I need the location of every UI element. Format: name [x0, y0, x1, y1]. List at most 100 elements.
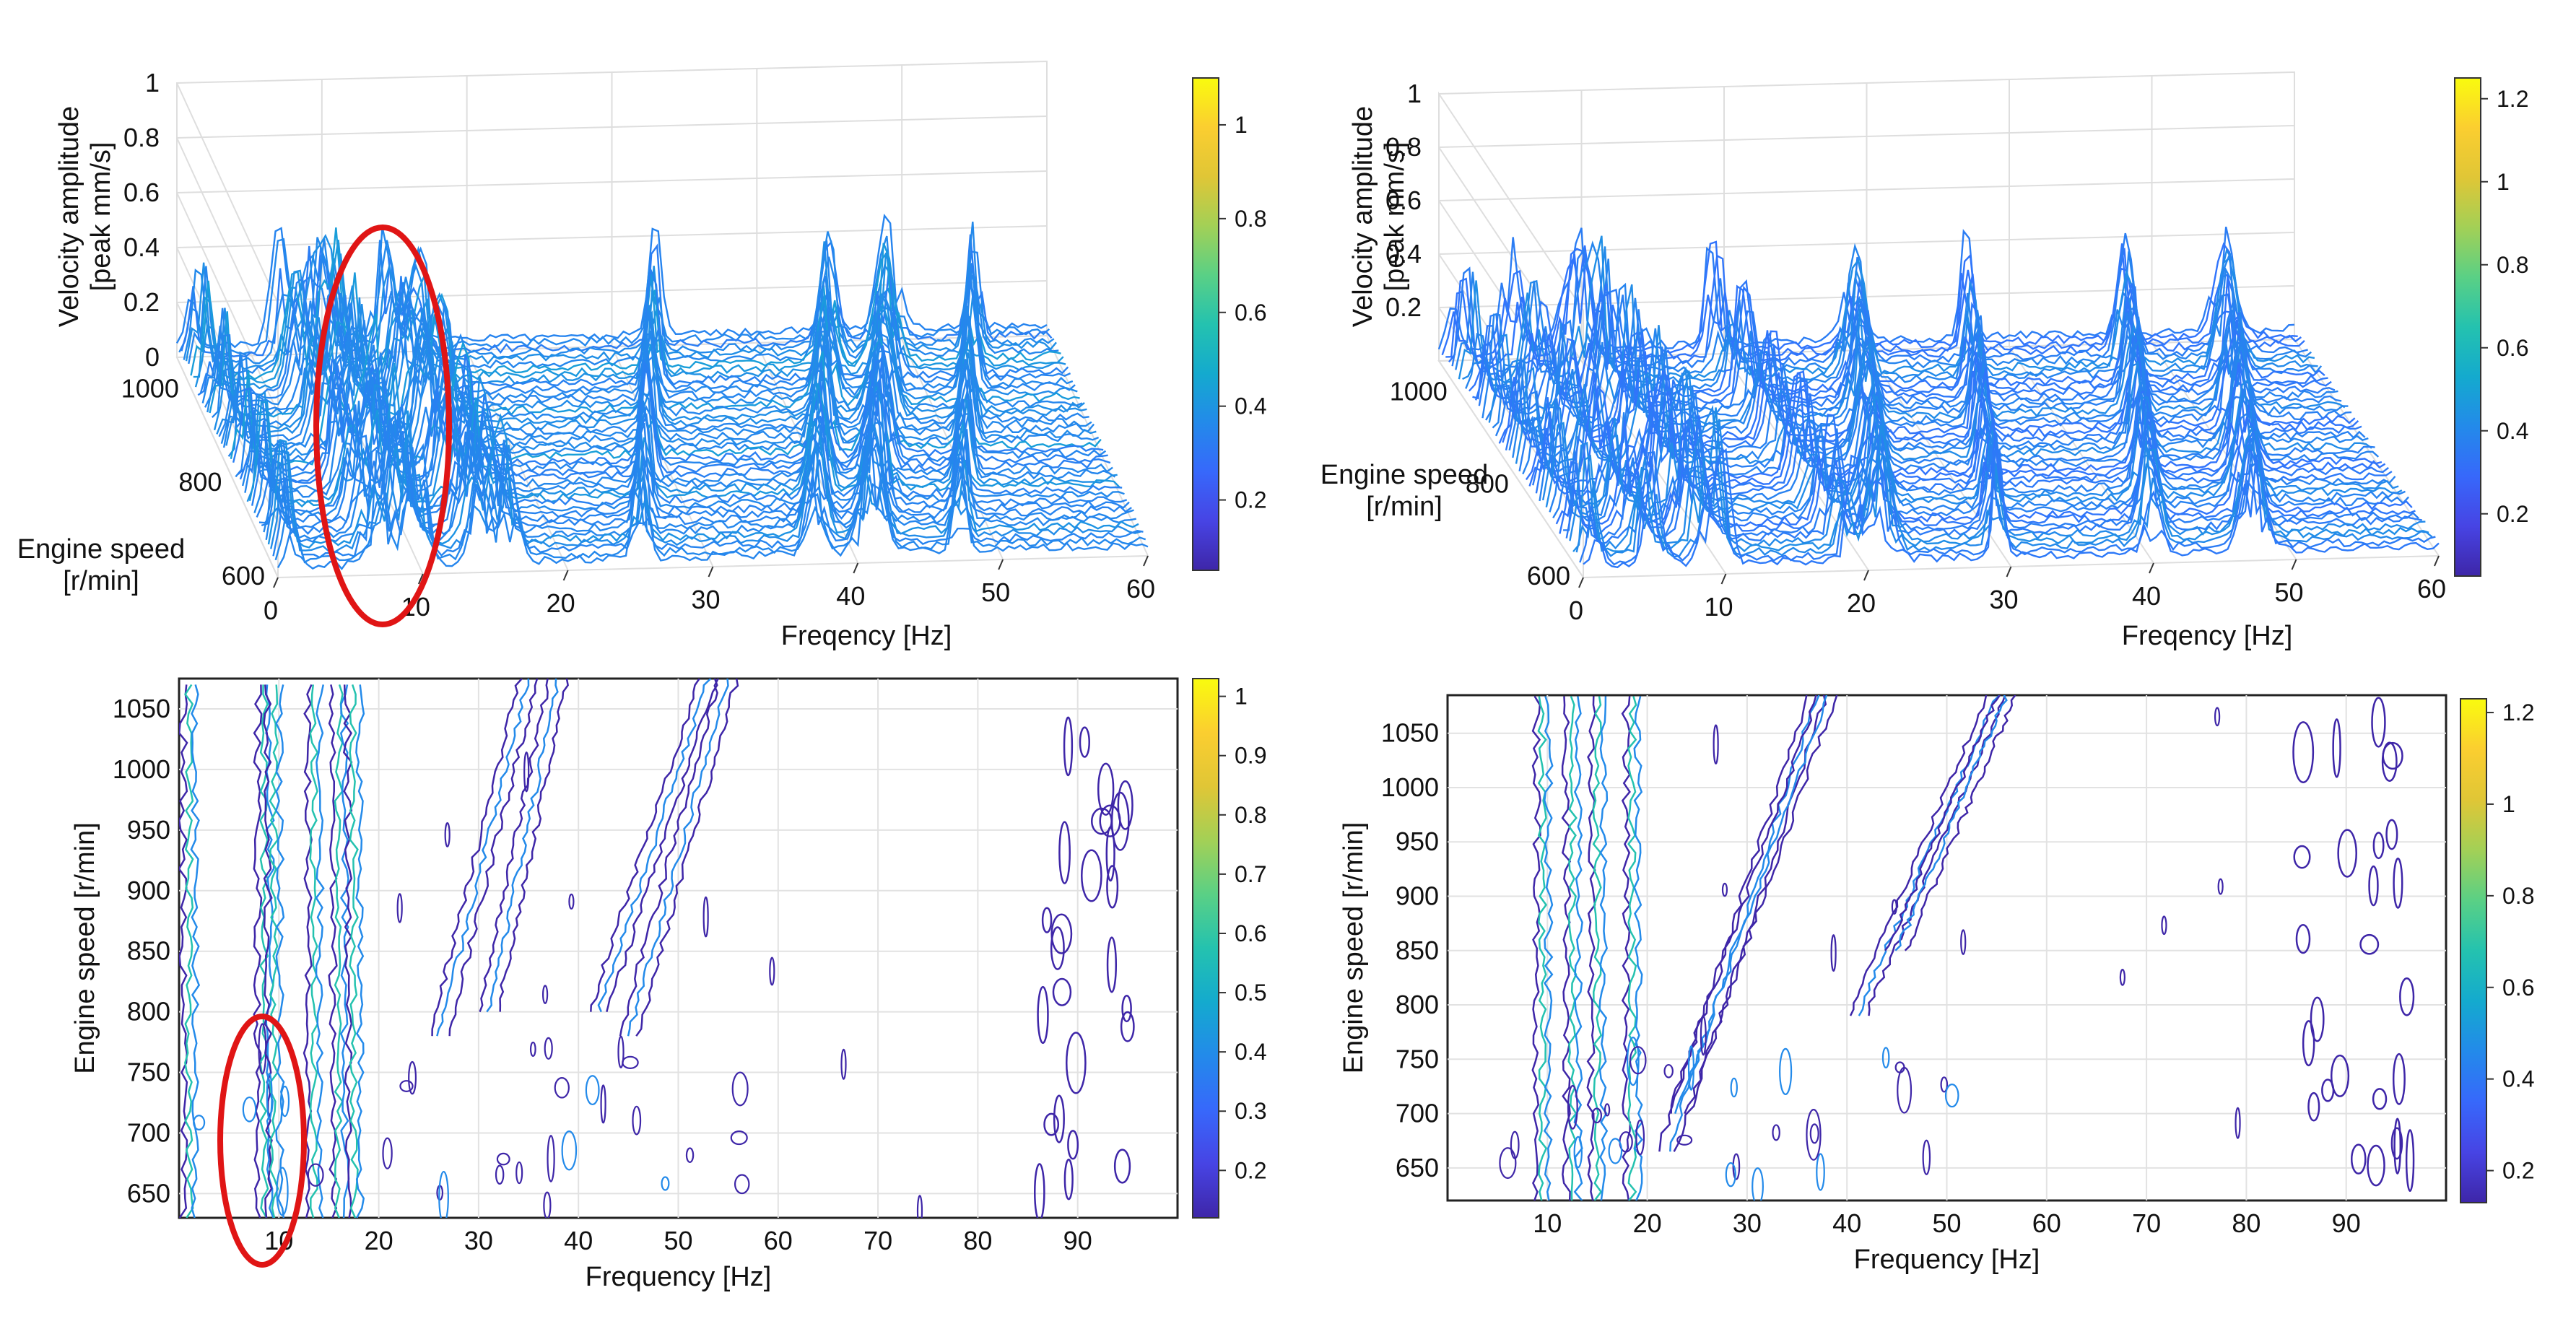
blob-contour: [1806, 1109, 1822, 1161]
y-tick-label: 650: [127, 1178, 170, 1208]
blob-contour: [529, 1041, 536, 1057]
vertical-band-contour: [179, 684, 188, 1218]
blob-contour: [2371, 697, 2386, 748]
colorbar-tick-label: 0.8: [1235, 802, 1266, 828]
spectrum-trace: [1481, 282, 2338, 419]
x-tick-label: 60: [764, 1226, 793, 1255]
blob-contour: [2393, 1117, 2402, 1175]
blob-contour: [2392, 1053, 2406, 1105]
blob-contour: [1510, 1130, 1520, 1159]
blob-contour: [1732, 1153, 1741, 1180]
blob-contour: [685, 1147, 695, 1164]
blob-contour: [2399, 977, 2415, 1016]
blob-contour: [543, 1191, 552, 1218]
y-tick-label: 750: [127, 1058, 170, 1087]
blob-contour: [734, 1174, 750, 1195]
vertical-band-contour: [190, 684, 201, 1218]
x-tick-label: 10: [1704, 592, 1733, 622]
z-tick-label: 0.4: [123, 232, 160, 262]
grid-line: [2009, 346, 2154, 564]
y-tick-label: 950: [1396, 827, 1439, 856]
order-contour: [1904, 695, 2016, 951]
spectrum-trace: [1563, 411, 2419, 540]
blob-contour: [661, 1176, 670, 1191]
x-tick: [1578, 577, 1584, 588]
x-tick-label: 60: [2032, 1208, 2061, 1238]
colorbar-bar: [1192, 77, 1219, 571]
spectrum-trace: [277, 443, 1149, 570]
y-axis-label-line: Engine speed: [1320, 460, 1488, 490]
x-axis-label: Frequency [Hz]: [586, 1262, 772, 1292]
colorbar: 0.2 0.4 0.6 0.8 1: [1192, 77, 1266, 571]
vertical-band-contour: [263, 684, 273, 1218]
blob-contour: [2302, 1020, 2315, 1067]
vertical-band-contour: [1598, 696, 1609, 1201]
x-tick: [2006, 566, 2012, 578]
x-tick-label: 0: [264, 596, 278, 625]
x-tick-label: 50: [663, 1226, 692, 1255]
order-contour: [619, 679, 719, 1037]
vertical-band-contour: [342, 684, 353, 1218]
colorbar-tick-label: 1: [1235, 112, 1248, 138]
order-contour: [1884, 695, 2001, 951]
grid-line: [176, 170, 1048, 193]
blob-contour: [916, 1195, 923, 1218]
blob-contour: [266, 1072, 273, 1120]
z-axis-label-line: [peak mm/s]: [86, 142, 116, 292]
order-contour: [448, 679, 539, 1037]
blob-contour: [1053, 1094, 1065, 1143]
blob-contour: [1121, 995, 1132, 1023]
blob-contour: [444, 822, 451, 847]
spectrum-trace: [256, 387, 1128, 524]
vertical-band-contour: [1592, 696, 1603, 1201]
blob-contour: [2161, 915, 2167, 936]
spectrum-trace: [222, 312, 1095, 452]
z-tick-label: 1: [1407, 79, 1422, 108]
x-tick-label: 20: [1633, 1208, 1662, 1238]
z-axis-label: Velocity amplitude[peak mm/s]: [54, 106, 116, 327]
x-tick-label: 10: [1533, 1208, 1562, 1238]
x-tick-label: 50: [1932, 1208, 1961, 1238]
z-tick-label: 0.2: [1385, 292, 1422, 322]
colorbar-tick-label: 0.9: [1235, 743, 1266, 769]
spectrum-trace: [183, 222, 1055, 365]
blob-contour: [1687, 1045, 1694, 1091]
x-tick: [998, 559, 1004, 570]
spectrum-trace: [246, 367, 1118, 504]
spectrum-trace: [1458, 235, 2315, 384]
blob-contour: [2307, 1091, 2320, 1122]
x-tick-label: 70: [2132, 1208, 2161, 1238]
x-tick-label: 30: [464, 1226, 493, 1255]
blob-contour: [1922, 1139, 1931, 1175]
spectrum-trace: [1468, 275, 2325, 400]
x-tick-label: 20: [365, 1226, 393, 1255]
vertical-band-contour: [184, 684, 194, 1218]
y-tick-label: 1050: [1381, 718, 1439, 748]
blob-contour: [1944, 1084, 1959, 1108]
vertical-band-contour: [1537, 696, 1548, 1201]
highlight-ellipse: [313, 225, 452, 627]
z-tick-label: 0.6: [123, 178, 160, 207]
vertical-band-contour: [1586, 696, 1596, 1201]
colorbar-bar: [2460, 698, 2487, 1203]
y-tick-label: 850: [1396, 936, 1439, 965]
spectrum-trace: [1498, 328, 2356, 444]
blob-contour: [2381, 741, 2398, 782]
blob-contour: [1106, 865, 1119, 909]
z-tick-label: 1: [145, 68, 160, 97]
blob-contour: [1809, 1123, 1819, 1144]
x-tick: [2149, 562, 2154, 574]
blob-contour: [1816, 1153, 1825, 1191]
blob-contour: [1830, 934, 1837, 972]
spectrum-trace: [235, 339, 1107, 479]
z-axis-label-line: [peak mm/s]: [1380, 142, 1410, 292]
colorbar-tick-label: 0.4: [1235, 1039, 1266, 1065]
contour-lines: [1499, 695, 2415, 1201]
x-tick-label: 0: [1569, 596, 1583, 625]
blob-contour: [1097, 762, 1115, 816]
colorbar-tick-label: 0.2: [1235, 487, 1266, 513]
grid-line: [176, 225, 1048, 248]
colorbar-tick-label: 1: [2502, 791, 2515, 817]
order-contour: [479, 679, 549, 1013]
